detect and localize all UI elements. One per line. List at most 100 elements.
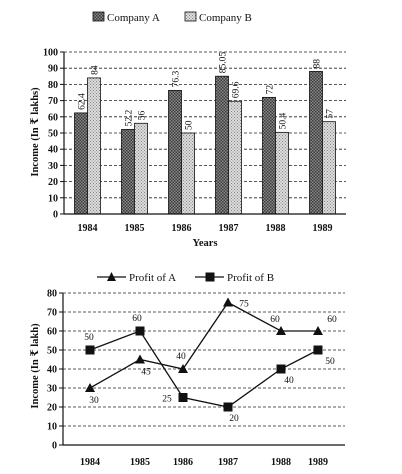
- legend-label-profit-a: Profit of A: [129, 272, 176, 284]
- bar-company-a: [168, 89, 182, 215]
- line-chart-data-labels: 30 45 40 75 60 60 50 60 25 20 40 50: [84, 300, 337, 425]
- legend-label-company-b: Company B: [199, 12, 252, 24]
- data-label: 75: [239, 300, 249, 310]
- point-triangle: [276, 326, 286, 335]
- line-chart-points: [85, 297, 323, 412]
- y-tick-label: 90: [48, 64, 58, 75]
- x-tick-label: 1985: [125, 223, 145, 234]
- series-line-profit-a: [89, 301, 318, 389]
- x-tick-label: 1984: [78, 223, 98, 234]
- data-label: 57: [326, 109, 336, 119]
- data-label: 50: [185, 120, 195, 130]
- data-label: 52.2: [125, 110, 135, 127]
- legend-marker-square: [205, 272, 215, 282]
- x-tick-label: 1985: [130, 457, 150, 468]
- point-triangle: [178, 364, 188, 373]
- bar-company-a: [262, 96, 276, 215]
- data-label: 88: [313, 59, 323, 69]
- data-label: 40: [176, 352, 186, 362]
- bar-company-b: [87, 77, 101, 215]
- x-tick-label: 1988: [271, 457, 291, 468]
- point-triangle: [85, 383, 95, 392]
- data-label: 76.3: [172, 71, 182, 88]
- bar-company-a: [215, 75, 229, 215]
- point-square: [135, 326, 145, 336]
- bar-company-b: [322, 121, 336, 215]
- y-tick-label: 20: [48, 177, 58, 188]
- bar-chart-y-axis-label: Income (In ₹ lakhs): [30, 87, 41, 177]
- y-tick-label: 30: [47, 384, 57, 395]
- bar-company-b: [134, 122, 148, 215]
- legend-label-profit-b: Profit of B: [227, 272, 274, 284]
- data-label: 45: [141, 368, 151, 378]
- data-label: 20: [229, 414, 239, 424]
- point-triangle: [135, 354, 145, 364]
- line-chart-axes: [62, 293, 345, 446]
- bar-chart-y-ticks: 0 10 20 30 40 50 60 70 80 90 100: [43, 48, 64, 221]
- legend-label-company-a: Company A: [107, 12, 160, 24]
- line-chart-legend: Profit of A Profit of B: [97, 272, 274, 284]
- line-chart-y-axis-label: Income (In ₹ lakh): [30, 323, 41, 409]
- x-tick-label: 1986: [173, 457, 193, 468]
- bar-chart-axes: [63, 52, 346, 215]
- y-tick-label: 70: [47, 308, 57, 319]
- x-tick-label: 1989: [308, 457, 328, 468]
- y-tick-label: 60: [47, 327, 57, 338]
- line-chart-series-lines: [89, 301, 319, 408]
- data-label: 25: [162, 395, 172, 405]
- y-tick-label: 30: [48, 161, 58, 172]
- bar-company-b: [275, 131, 289, 215]
- y-tick-label: 20: [47, 403, 57, 414]
- point-square: [178, 393, 188, 402]
- y-tick-label: 100: [43, 48, 58, 59]
- point-square: [223, 402, 233, 412]
- point-square: [313, 345, 323, 355]
- data-label: 60: [327, 315, 337, 325]
- data-label: 62.4: [78, 93, 88, 110]
- point-triangle: [313, 326, 323, 335]
- legend-swatch-company-b: [184, 11, 197, 22]
- bar-company-a: [74, 112, 88, 215]
- y-tick-label: 40: [48, 145, 58, 156]
- line-chart: Profit of A Profit of B 0 10 20 30 40 50 60 70 8…: [30, 272, 345, 468]
- data-label: 85.05: [219, 52, 229, 74]
- y-tick-label: 70: [48, 96, 58, 107]
- data-label: 30: [89, 396, 99, 406]
- y-tick-label: 0: [52, 441, 57, 452]
- bar-company-b: [181, 132, 195, 215]
- data-label: 56: [138, 111, 148, 121]
- x-tick-label: 1984: [80, 457, 100, 468]
- bar-chart-legend: Company A Company B: [92, 11, 252, 24]
- data-label: 50.4: [279, 112, 289, 129]
- legend-swatch-company-a: [92, 11, 105, 22]
- data-label: 69.6: [232, 81, 242, 98]
- series-line-profit-b: [89, 330, 319, 408]
- data-label: 50: [325, 357, 335, 367]
- point-square: [85, 345, 95, 355]
- bar-company-b: [228, 100, 242, 215]
- data-label: 84: [91, 65, 101, 75]
- bar-chart-x-ticks: 1984 1985 1986 1987 1988 1989: [78, 223, 333, 234]
- y-tick-label: 60: [48, 112, 58, 123]
- line-chart-gridlines: [63, 292, 345, 427]
- bar-chart: Company A Company B 0 10 20 30 40 50 60 70 80 90 1…: [30, 11, 346, 249]
- legend-marker-triangle: [107, 272, 116, 281]
- y-tick-label: 50: [47, 346, 57, 357]
- point-square: [276, 364, 286, 374]
- line-chart-y-ticks: 0 10 20 30 40 50 60 70 80: [47, 289, 63, 452]
- bar-company-a: [309, 71, 323, 215]
- data-label: 60: [132, 314, 142, 324]
- x-tick-label: 1987: [218, 457, 238, 468]
- bar-chart-bars: [74, 71, 336, 215]
- bar-chart-gridlines: [64, 51, 346, 199]
- y-tick-label: 40: [47, 365, 57, 376]
- y-tick-label: 10: [48, 193, 58, 204]
- x-tick-label: 1987: [219, 223, 239, 234]
- bar-chart-x-axis-label: Years: [192, 238, 217, 249]
- line-chart-x-ticks: 1984 1985 1986 1987 1988 1989: [80, 457, 328, 468]
- y-tick-label: 80: [47, 289, 57, 300]
- point-triangle: [223, 297, 233, 307]
- y-tick-label: 10: [47, 422, 57, 433]
